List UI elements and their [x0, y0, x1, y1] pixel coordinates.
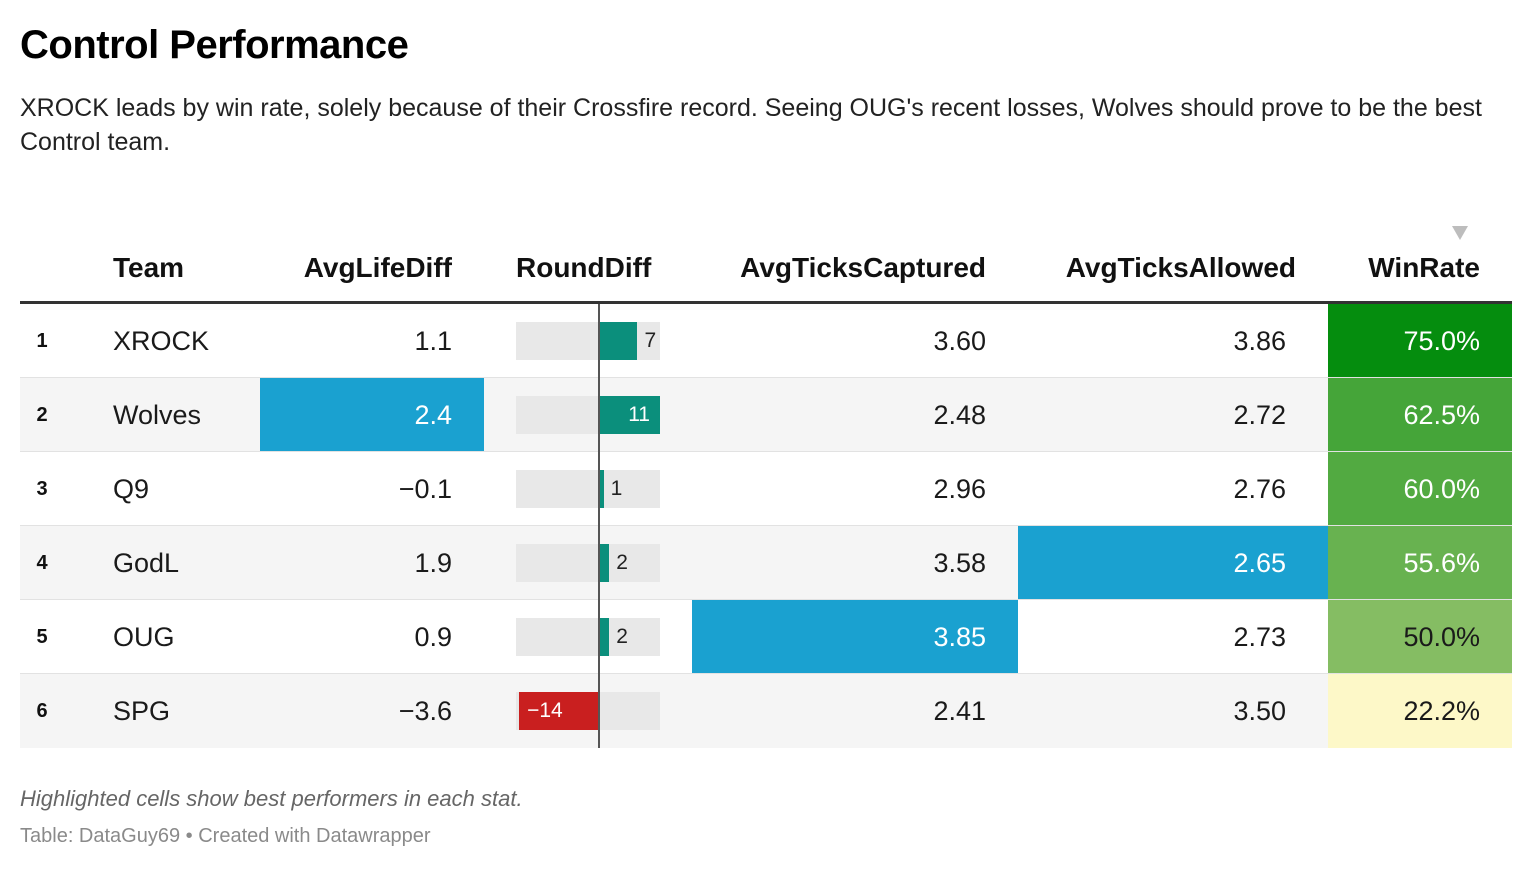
- round-diff-bar: [598, 544, 610, 582]
- round-diff-bar: [598, 618, 610, 656]
- header-rank[interactable]: [20, 248, 64, 288]
- header-team[interactable]: Team: [113, 252, 185, 283]
- header-win-rate[interactable]: WinRate: [1368, 252, 1480, 283]
- avg-ticks-captured-cell: 2.96: [933, 474, 986, 504]
- avg-ticks-allowed-cell: 3.50: [1233, 696, 1286, 726]
- round-diff-label: 11: [628, 403, 650, 426]
- win-rate-cell: 22.2%: [1328, 674, 1512, 748]
- table-row: 3 Q9 −0.1 1 2.96 2.76 60.0%: [20, 452, 1512, 526]
- win-rate-cell: 50.0%: [1328, 600, 1512, 674]
- avg-ticks-captured-cell: 3.58: [933, 548, 986, 578]
- win-rate-cell: 60.0%: [1328, 452, 1512, 526]
- avg-life-diff-cell: 1.9: [414, 548, 452, 578]
- round-diff-bar: [598, 470, 604, 508]
- team-cell: SPG: [113, 696, 171, 726]
- row-divider: [20, 451, 1512, 452]
- table-row: 6 SPG −3.6 −14 2.41 3.50 22.2%: [20, 674, 1512, 748]
- header-avg-ticks-allowed[interactable]: AvgTicksAllowed: [1065, 252, 1296, 283]
- header-divider: [20, 301, 1512, 304]
- round-diff-label: 2: [616, 551, 628, 574]
- win-rate-cell: 55.6%: [1328, 526, 1512, 600]
- round-diff-label: 1: [610, 477, 623, 500]
- round-diff-bar: [519, 692, 598, 730]
- round-diff-label: −14: [527, 699, 563, 722]
- round-diff-label: 2: [616, 625, 628, 648]
- table-note: Highlighted cells show best performers i…: [20, 786, 523, 811]
- avg-ticks-captured-cell: 2.41: [933, 696, 986, 726]
- page-subtitle: XROCK leads by win rate, solely because …: [20, 94, 1482, 156]
- avg-ticks-allowed-cell: 2.76: [1233, 474, 1286, 504]
- avg-ticks-allowed-cell: 2.72: [1233, 400, 1286, 430]
- round-diff-track: [516, 470, 660, 508]
- team-cell: GodL: [113, 548, 180, 578]
- performance-table: Team AvgLifeDiff RoundDiff AvgTicksCaptu…: [20, 0, 1512, 872]
- row-divider: [20, 377, 1512, 378]
- round-diff-track: [516, 322, 660, 360]
- rank-cell: 1: [36, 330, 48, 352]
- round-diff-cell: −14: [516, 674, 660, 748]
- sort-descending-icon[interactable]: [1452, 226, 1468, 240]
- rank-cell: 4: [36, 552, 48, 574]
- avg-ticks-captured-cell: 3.85: [692, 600, 1018, 674]
- round-diff-track: [516, 544, 660, 582]
- avg-life-diff-cell: 1.1: [414, 326, 452, 356]
- win-rate-cell: 75.0%: [1328, 304, 1512, 378]
- avg-ticks-allowed-cell: 2.73: [1233, 622, 1286, 652]
- row-divider: [20, 599, 1512, 600]
- round-diff-bar: [598, 396, 660, 434]
- round-diff-zero-axis: [598, 304, 600, 748]
- round-diff-cell: 1: [516, 452, 660, 526]
- avg-ticks-captured-cell: 2.48: [933, 400, 986, 430]
- round-diff-bar: [598, 322, 638, 360]
- header-round-diff[interactable]: RoundDiff: [516, 252, 652, 283]
- rank-cell: 3: [36, 478, 48, 500]
- avg-life-diff-cell: 0.9: [414, 622, 452, 652]
- row-divider: [20, 673, 1512, 674]
- avg-life-diff-cell: −0.1: [398, 474, 452, 504]
- row-divider: [20, 525, 1512, 526]
- page-title: Control Performance: [20, 23, 409, 67]
- team-cell: Wolves: [113, 400, 202, 430]
- avg-life-diff-cell: −3.6: [398, 696, 452, 726]
- round-diff-cell: 7: [516, 304, 660, 378]
- table-source: Table: DataGuy69 • Created with Datawrap…: [20, 825, 431, 847]
- table-row: 2 Wolves 2.4 11 2.48 2.72 62.5%: [20, 378, 1512, 452]
- round-diff-track: [516, 618, 660, 656]
- team-cell: XROCK: [113, 326, 210, 356]
- avg-ticks-captured-cell: 3.60: [933, 326, 986, 356]
- team-cell: Q9: [113, 474, 150, 504]
- header-avg-ticks-captured[interactable]: AvgTicksCaptured: [740, 252, 986, 283]
- round-diff-cell: 2: [516, 526, 660, 600]
- round-diff-cell: 11: [516, 378, 660, 452]
- round-diff-cell: 2: [516, 600, 660, 674]
- rank-cell: 5: [36, 626, 48, 648]
- table-row: 4 GodL 1.9 2 3.58 2.65 55.6%: [20, 526, 1512, 600]
- team-cell: OUG: [113, 622, 175, 652]
- rank-cell: 2: [36, 404, 48, 426]
- avg-ticks-allowed-cell: 2.65: [1018, 526, 1328, 600]
- avg-life-diff-cell: 2.4: [260, 378, 484, 452]
- rank-cell: 6: [36, 700, 48, 722]
- round-diff-label: 7: [644, 329, 657, 352]
- win-rate-cell: 62.5%: [1328, 378, 1512, 452]
- avg-ticks-allowed-cell: 3.86: [1233, 326, 1286, 356]
- table-row: 1 XROCK 1.1 7 3.60 3.86 75.0%: [20, 304, 1512, 378]
- table-row: 5 OUG 0.9 2 3.85 2.73 50.0%: [20, 600, 1512, 674]
- header-avg-life-diff[interactable]: AvgLifeDiff: [303, 252, 452, 283]
